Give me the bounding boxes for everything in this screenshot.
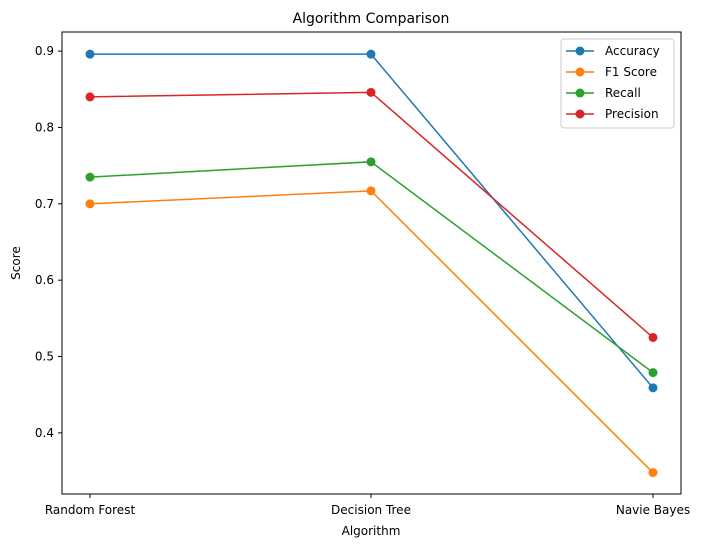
data-point xyxy=(648,368,658,378)
data-point xyxy=(366,87,376,97)
legend-swatch-marker xyxy=(575,46,585,56)
data-point xyxy=(648,332,658,342)
legend-swatch-marker xyxy=(575,88,585,98)
x-axis-label: Algorithm xyxy=(342,524,401,538)
chart-title: Algorithm Comparison xyxy=(293,11,450,27)
y-tick-label: 0.9 xyxy=(35,44,54,58)
x-tick-label: Navie Bayes xyxy=(616,503,690,517)
data-point xyxy=(366,49,376,59)
y-tick-label: 0.4 xyxy=(35,426,54,440)
legend-box xyxy=(560,38,675,129)
legend: Accuracy F1 Score Recall Precision xyxy=(560,38,675,129)
data-point xyxy=(85,172,95,182)
x-axis: Random Forest Decision Tree Navie Bayes xyxy=(45,494,690,517)
y-tick-label: 0.5 xyxy=(35,350,54,364)
legend-label: Accuracy xyxy=(605,44,660,58)
data-point xyxy=(85,199,95,209)
data-point xyxy=(366,186,376,196)
series-layer xyxy=(85,49,658,478)
data-point xyxy=(648,468,658,478)
data-point xyxy=(85,92,95,102)
y-axis-label: Score xyxy=(9,246,23,280)
legend-label: Recall xyxy=(605,86,641,100)
data-point xyxy=(85,49,95,59)
y-tick-label: 0.6 xyxy=(35,273,54,287)
data-point xyxy=(648,383,658,393)
y-tick-label: 0.8 xyxy=(35,120,54,134)
y-axis: 0.4 0.5 0.6 0.7 0.8 0.9 xyxy=(35,44,62,440)
x-tick-label: Random Forest xyxy=(45,503,136,517)
legend-label: F1 Score xyxy=(605,65,657,79)
x-tick-label: Decision Tree xyxy=(331,503,411,517)
data-point xyxy=(366,157,376,167)
series-line-precision xyxy=(89,91,654,339)
y-tick-label: 0.7 xyxy=(35,197,54,211)
legend-swatch-marker xyxy=(575,109,585,119)
legend-swatch-marker xyxy=(575,67,585,77)
series-line-f1-score xyxy=(89,190,654,474)
legend-label: Precision xyxy=(605,107,659,121)
